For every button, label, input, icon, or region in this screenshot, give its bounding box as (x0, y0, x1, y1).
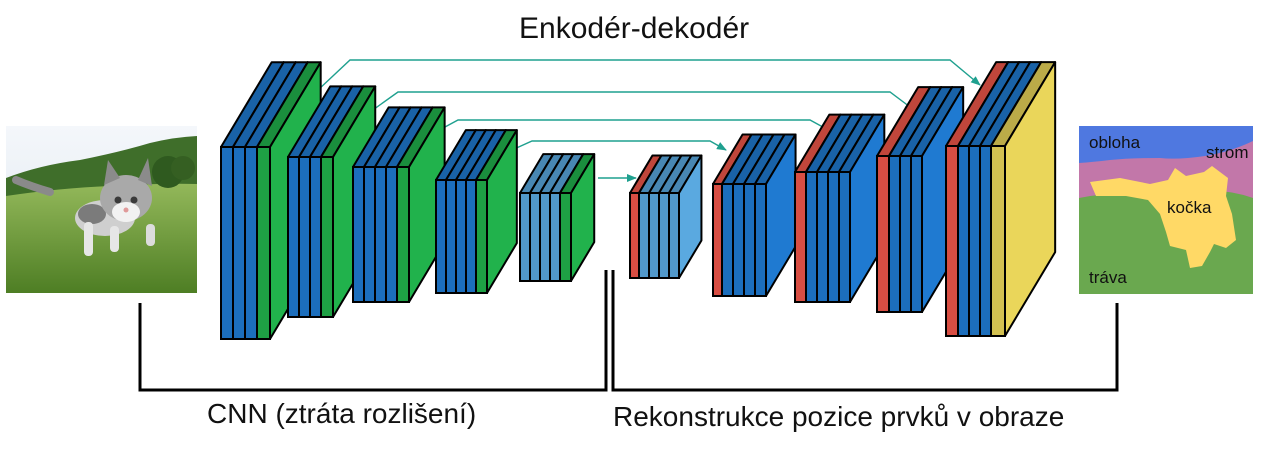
skip-connection-arrow (369, 91, 915, 113)
softmax-layer (990, 61, 1057, 337)
segment-label-cat: kočka (1167, 198, 1212, 217)
input-photo (6, 126, 197, 293)
skip-connection-arrow (511, 140, 727, 151)
pool-layer (559, 153, 596, 282)
conv-layer (838, 113, 886, 303)
diagram-title: Enkodér-dekodér (519, 12, 750, 45)
skip-connection-arrow (317, 59, 981, 91)
pool-layer (475, 129, 518, 294)
segment-label-grass: tráva (1089, 268, 1127, 287)
segmentation-output (1079, 126, 1253, 294)
encoder-caption: CNN (ztráta rozlišení) (207, 398, 477, 429)
encoder-bracket (138, 270, 608, 392)
layer-blocks (220, 61, 1057, 340)
segment-label-tree: strom (1206, 143, 1249, 162)
segment-label-sky: obloha (1089, 133, 1141, 152)
decoder-bracket (611, 270, 1119, 392)
decoder-caption: Rekonstrukce pozice prvků v obraze (613, 401, 1065, 432)
conv-layer (754, 133, 797, 297)
conv-layer (668, 154, 703, 279)
